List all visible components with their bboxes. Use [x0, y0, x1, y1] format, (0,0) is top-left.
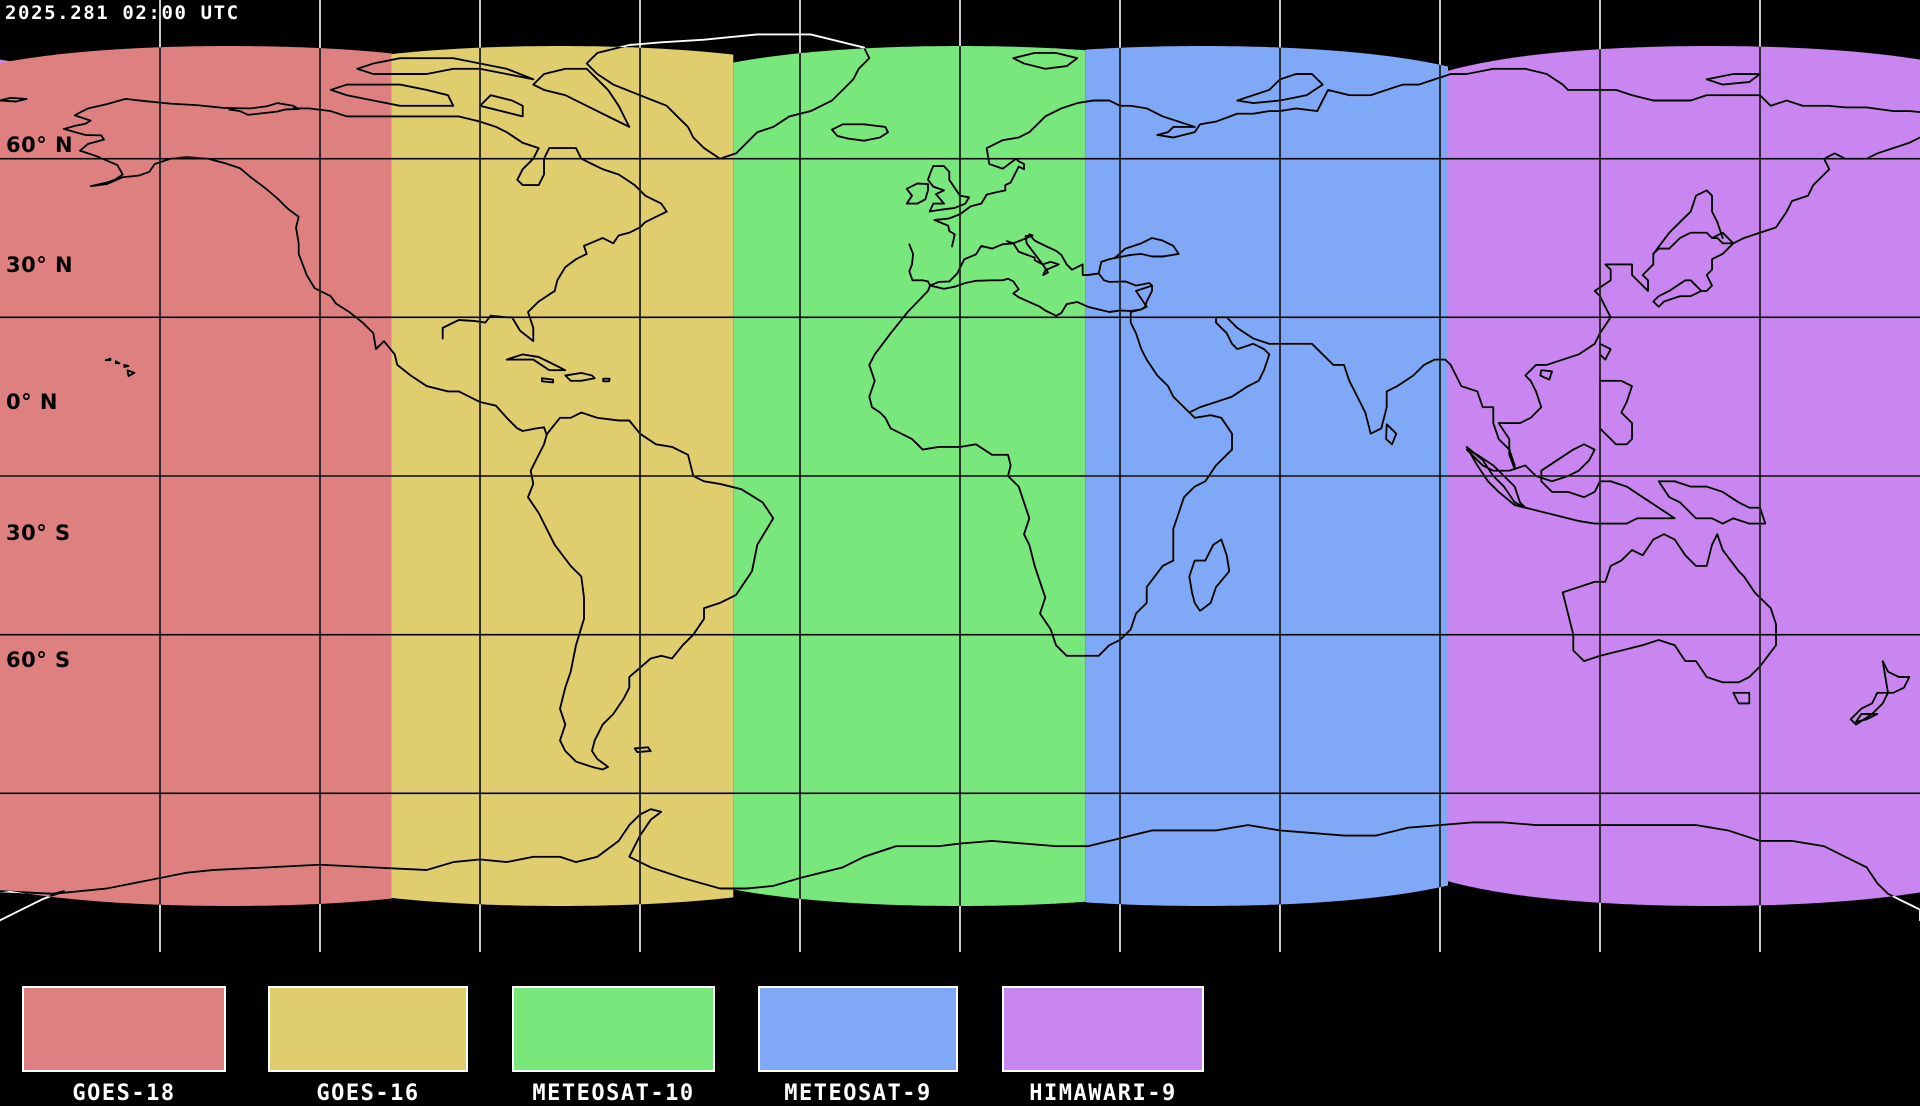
- coastline-segment: [585, 46, 871, 160]
- coastline-segment: [114, 360, 121, 365]
- coastline-segment: [1855, 713, 1879, 723]
- legend-swatch-meteosat-9: [758, 986, 958, 1072]
- latitude-label-lat-0n: 0° N: [6, 390, 58, 414]
- coastline-segment: [356, 57, 535, 81]
- coastline-segment: [1657, 480, 1767, 525]
- latitude-label-lat-60s: 60° S: [6, 648, 71, 672]
- coastline-segment: [831, 123, 889, 142]
- coastline-segment: [329, 83, 455, 107]
- coastline-segment: [1005, 234, 1060, 276]
- world-map-panel: 2025.281 02:00 UTC 60° N 30° N 0° N 30° S 60…: [0, 0, 1920, 952]
- coastline-segment: [933, 67, 1920, 248]
- coastline-segment: [1652, 189, 1724, 255]
- coastline-segment: [868, 272, 1233, 657]
- legend-label-meteosat-9: METEOSAT-9: [784, 1081, 932, 1106]
- legend-item-meteosat-9[interactable]: METEOSAT-9: [758, 986, 958, 1106]
- coastline-segment: [1140, 284, 1153, 311]
- latitude-label-lat-60n: 60° N: [6, 133, 74, 157]
- coastline-segment: [1705, 73, 1761, 86]
- coastline-segment: [1385, 423, 1398, 446]
- legend-items-container: GOES-18 GOES-16 METEOSAT-10 METEOSAT-9 HIMAW…: [0, 952, 1920, 1106]
- coastline-segment: [1188, 316, 1516, 471]
- coastline-segment: [292, 107, 668, 343]
- coastline-segment: [1732, 691, 1751, 705]
- coastline-segment: [540, 377, 555, 384]
- latitude-label-lat-30n: 30° N: [6, 253, 74, 277]
- legend-panel: GOES-18 GOES-16 METEOSAT-10 METEOSAT-9 HIMAW…: [0, 952, 1920, 1106]
- coastline-segment: [929, 277, 1143, 317]
- coastline-segment: [1236, 73, 1324, 105]
- legend-swatch-meteosat-10: [512, 986, 715, 1072]
- legend-label-goes-18: GOES-18: [72, 1081, 176, 1106]
- legend-swatch-goes-18: [22, 986, 226, 1072]
- legend-item-himawari-9[interactable]: HIMAWARI-9: [1002, 986, 1204, 1106]
- timestamp-label: 2025.281 02:00 UTC: [5, 2, 240, 24]
- legend-label-himawari-9: HIMAWARI-9: [1029, 1081, 1177, 1106]
- coastline-segment: [1497, 231, 1735, 471]
- world-map-svg: [0, 0, 1920, 952]
- legend-label-meteosat-10: METEOSAT-10: [532, 1081, 695, 1106]
- coastline-segment: [905, 182, 929, 205]
- coastline-segment: [1012, 51, 1079, 70]
- coastline-segment: [1849, 660, 1911, 726]
- legend-swatch-goes-16: [268, 986, 468, 1072]
- coastline-segment: [126, 369, 136, 377]
- coastline-segment: [564, 371, 596, 382]
- graticule-inside-coverage: [0, 0, 1920, 952]
- legend-item-goes-18[interactable]: GOES-18: [22, 986, 226, 1106]
- coastline-segment: [0, 96, 28, 103]
- legend-label-goes-16: GOES-16: [316, 1081, 420, 1106]
- coastline-segment: [1561, 533, 1777, 684]
- legend-item-meteosat-10[interactable]: METEOSAT-10: [512, 986, 715, 1106]
- coastline-segment: [1539, 369, 1553, 381]
- coastline-segment: [602, 377, 611, 383]
- coastline-segment: [633, 746, 652, 754]
- coastline-segment: [1711, 136, 1920, 245]
- coastline-segment: [479, 94, 524, 118]
- coastline-segment: [0, 808, 1920, 906]
- coastline-segment: [532, 67, 631, 128]
- coastline-segment: [0, 890, 65, 906]
- coastline-segment: [1113, 237, 1180, 260]
- latitude-label-lat-30s: 30° S: [6, 521, 71, 545]
- legend-swatch-himawari-9: [1002, 986, 1204, 1072]
- coastline-segment: [63, 97, 300, 130]
- coastline-segment: [123, 363, 130, 368]
- coastline-segment: [505, 353, 567, 372]
- coastline-segment: [927, 165, 971, 213]
- coastline-segment: [1188, 538, 1231, 612]
- legend-item-goes-16[interactable]: GOES-16: [268, 986, 468, 1106]
- coastline-segment: [104, 357, 112, 362]
